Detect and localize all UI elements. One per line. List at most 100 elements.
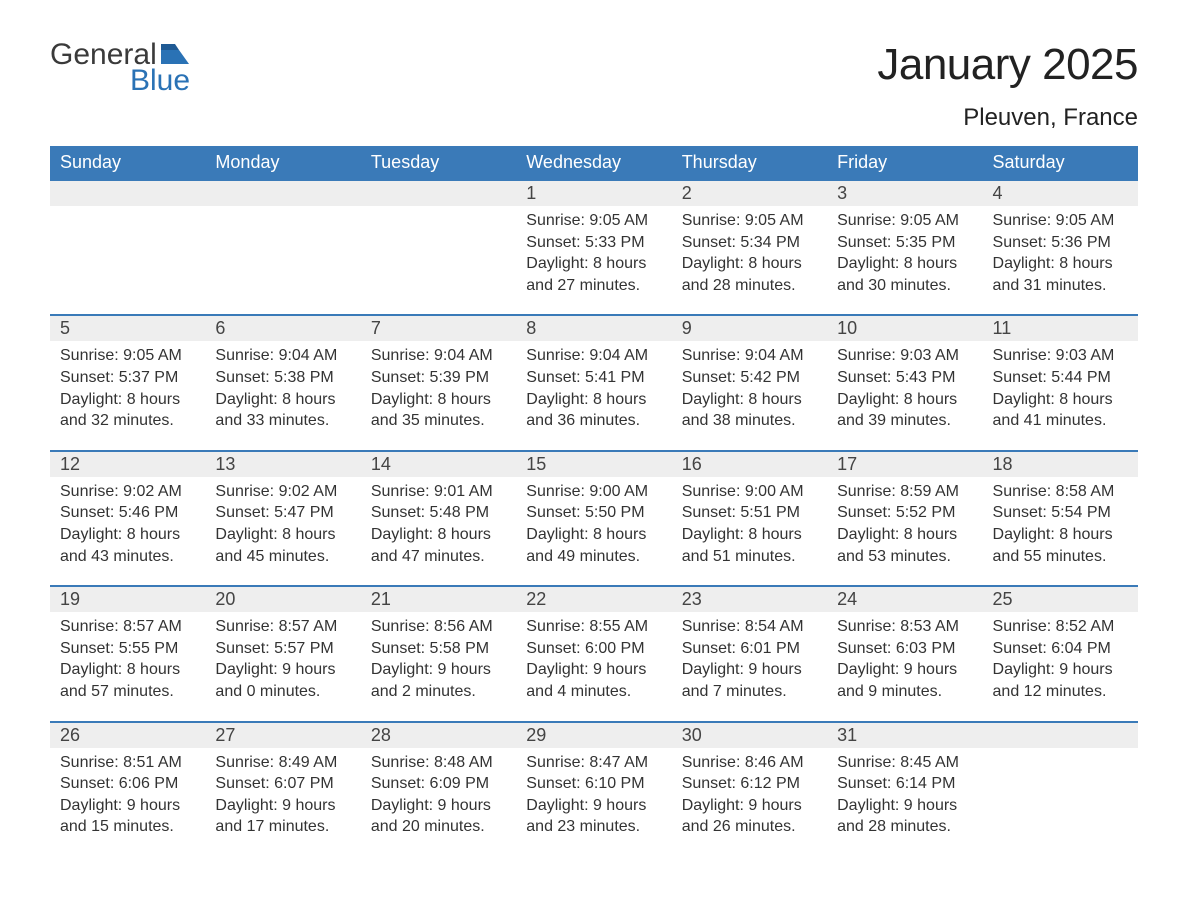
daylight-text: Daylight: 9 hours and 2 minutes.	[371, 659, 506, 702]
daylight-text: Daylight: 8 hours and 41 minutes.	[993, 389, 1128, 432]
sunrise-text: Sunrise: 8:47 AM	[526, 752, 661, 774]
day-body-cell: Sunrise: 8:48 AMSunset: 6:09 PMDaylight:…	[361, 748, 516, 856]
daynum-row: 12131415161718	[50, 451, 1138, 477]
day-number-cell: 16	[672, 451, 827, 477]
weekday-header: Tuesday	[361, 146, 516, 180]
sunset-text: Sunset: 5:48 PM	[371, 502, 506, 524]
day-body-cell	[50, 206, 205, 315]
day-body-cell: Sunrise: 8:45 AMSunset: 6:14 PMDaylight:…	[827, 748, 982, 856]
day-body-cell: Sunrise: 8:53 AMSunset: 6:03 PMDaylight:…	[827, 612, 982, 721]
sunrise-text: Sunrise: 9:04 AM	[215, 345, 350, 367]
day-number-cell: 30	[672, 722, 827, 748]
weekday-header: Sunday	[50, 146, 205, 180]
calendar-table: Sunday Monday Tuesday Wednesday Thursday…	[50, 146, 1138, 856]
day-body-cell: Sunrise: 9:04 AMSunset: 5:38 PMDaylight:…	[205, 341, 360, 450]
sunrise-text: Sunrise: 9:05 AM	[682, 210, 817, 232]
daylight-text: Daylight: 8 hours and 39 minutes.	[837, 389, 972, 432]
daylight-text: Daylight: 8 hours and 38 minutes.	[682, 389, 817, 432]
daylight-text: Daylight: 8 hours and 55 minutes.	[993, 524, 1128, 567]
sunset-text: Sunset: 5:54 PM	[993, 502, 1128, 524]
day-number-cell: 2	[672, 180, 827, 206]
day-body-cell: Sunrise: 9:05 AMSunset: 5:36 PMDaylight:…	[983, 206, 1138, 315]
sunset-text: Sunset: 6:01 PM	[682, 638, 817, 660]
sunrise-text: Sunrise: 9:03 AM	[993, 345, 1128, 367]
daynum-row: 1234	[50, 180, 1138, 206]
day-body-cell: Sunrise: 8:57 AMSunset: 5:57 PMDaylight:…	[205, 612, 360, 721]
sunset-text: Sunset: 6:00 PM	[526, 638, 661, 660]
day-number-cell: 11	[983, 315, 1138, 341]
day-body-cell: Sunrise: 9:05 AMSunset: 5:34 PMDaylight:…	[672, 206, 827, 315]
location-text: Pleuven, France	[877, 104, 1138, 132]
day-number-cell: 29	[516, 722, 671, 748]
sunset-text: Sunset: 5:46 PM	[60, 502, 195, 524]
day-body-cell: Sunrise: 8:51 AMSunset: 6:06 PMDaylight:…	[50, 748, 205, 856]
daylight-text: Daylight: 9 hours and 0 minutes.	[215, 659, 350, 702]
daylight-text: Daylight: 9 hours and 12 minutes.	[993, 659, 1128, 702]
day-number-cell: 7	[361, 315, 516, 341]
day-number-cell: 17	[827, 451, 982, 477]
sunrise-text: Sunrise: 8:58 AM	[993, 481, 1128, 503]
day-body-cell: Sunrise: 9:04 AMSunset: 5:42 PMDaylight:…	[672, 341, 827, 450]
day-body-cell: Sunrise: 9:05 AMSunset: 5:35 PMDaylight:…	[827, 206, 982, 315]
day-number-cell: 1	[516, 180, 671, 206]
day-number-cell: 19	[50, 586, 205, 612]
weekday-header: Thursday	[672, 146, 827, 180]
sunrise-text: Sunrise: 9:02 AM	[215, 481, 350, 503]
day-body-cell: Sunrise: 9:01 AMSunset: 5:48 PMDaylight:…	[361, 477, 516, 586]
day-body-row: Sunrise: 9:05 AMSunset: 5:37 PMDaylight:…	[50, 341, 1138, 450]
title-block: January 2025 Pleuven, France	[877, 40, 1138, 132]
daylight-text: Daylight: 9 hours and 26 minutes.	[682, 795, 817, 838]
weekday-header: Wednesday	[516, 146, 671, 180]
day-body-cell: Sunrise: 9:03 AMSunset: 5:44 PMDaylight:…	[983, 341, 1138, 450]
day-body-cell: Sunrise: 9:00 AMSunset: 5:51 PMDaylight:…	[672, 477, 827, 586]
sunrise-text: Sunrise: 8:56 AM	[371, 616, 506, 638]
sunrise-text: Sunrise: 9:04 AM	[371, 345, 506, 367]
day-body-row: Sunrise: 8:51 AMSunset: 6:06 PMDaylight:…	[50, 748, 1138, 856]
daylight-text: Daylight: 8 hours and 47 minutes.	[371, 524, 506, 567]
sunrise-text: Sunrise: 9:04 AM	[526, 345, 661, 367]
sunrise-text: Sunrise: 9:04 AM	[682, 345, 817, 367]
daylight-text: Daylight: 8 hours and 43 minutes.	[60, 524, 195, 567]
day-body-row: Sunrise: 8:57 AMSunset: 5:55 PMDaylight:…	[50, 612, 1138, 721]
day-body-cell: Sunrise: 8:47 AMSunset: 6:10 PMDaylight:…	[516, 748, 671, 856]
day-body-cell: Sunrise: 8:54 AMSunset: 6:01 PMDaylight:…	[672, 612, 827, 721]
daylight-text: Daylight: 8 hours and 36 minutes.	[526, 389, 661, 432]
sunset-text: Sunset: 5:42 PM	[682, 367, 817, 389]
sunset-text: Sunset: 6:07 PM	[215, 773, 350, 795]
logo-text-blue: Blue	[50, 66, 190, 96]
sunset-text: Sunset: 6:14 PM	[837, 773, 972, 795]
day-body-cell: Sunrise: 8:56 AMSunset: 5:58 PMDaylight:…	[361, 612, 516, 721]
day-number-cell: 24	[827, 586, 982, 612]
day-number-cell: 26	[50, 722, 205, 748]
sunrise-text: Sunrise: 8:48 AM	[371, 752, 506, 774]
daylight-text: Daylight: 8 hours and 49 minutes.	[526, 524, 661, 567]
day-body-cell: Sunrise: 8:49 AMSunset: 6:07 PMDaylight:…	[205, 748, 360, 856]
sunset-text: Sunset: 5:43 PM	[837, 367, 972, 389]
sunset-text: Sunset: 5:39 PM	[371, 367, 506, 389]
day-number-cell: 23	[672, 586, 827, 612]
sunset-text: Sunset: 5:52 PM	[837, 502, 972, 524]
daylight-text: Daylight: 8 hours and 30 minutes.	[837, 253, 972, 296]
sunrise-text: Sunrise: 8:57 AM	[215, 616, 350, 638]
daylight-text: Daylight: 9 hours and 7 minutes.	[682, 659, 817, 702]
daylight-text: Daylight: 8 hours and 32 minutes.	[60, 389, 195, 432]
day-number-cell: 8	[516, 315, 671, 341]
daylight-text: Daylight: 9 hours and 23 minutes.	[526, 795, 661, 838]
day-body-cell	[361, 206, 516, 315]
sunrise-text: Sunrise: 9:00 AM	[526, 481, 661, 503]
day-number-cell: 13	[205, 451, 360, 477]
day-number-cell: 12	[50, 451, 205, 477]
logo: General Blue	[50, 40, 190, 96]
daylight-text: Daylight: 9 hours and 4 minutes.	[526, 659, 661, 702]
daynum-row: 262728293031	[50, 722, 1138, 748]
sunset-text: Sunset: 5:58 PM	[371, 638, 506, 660]
day-number-cell: 27	[205, 722, 360, 748]
sunrise-text: Sunrise: 8:55 AM	[526, 616, 661, 638]
day-body-cell: Sunrise: 8:59 AMSunset: 5:52 PMDaylight:…	[827, 477, 982, 586]
sunrise-text: Sunrise: 8:52 AM	[993, 616, 1128, 638]
day-number-cell: 4	[983, 180, 1138, 206]
daylight-text: Daylight: 8 hours and 33 minutes.	[215, 389, 350, 432]
sunrise-text: Sunrise: 9:05 AM	[526, 210, 661, 232]
sunset-text: Sunset: 6:06 PM	[60, 773, 195, 795]
weekday-header: Friday	[827, 146, 982, 180]
